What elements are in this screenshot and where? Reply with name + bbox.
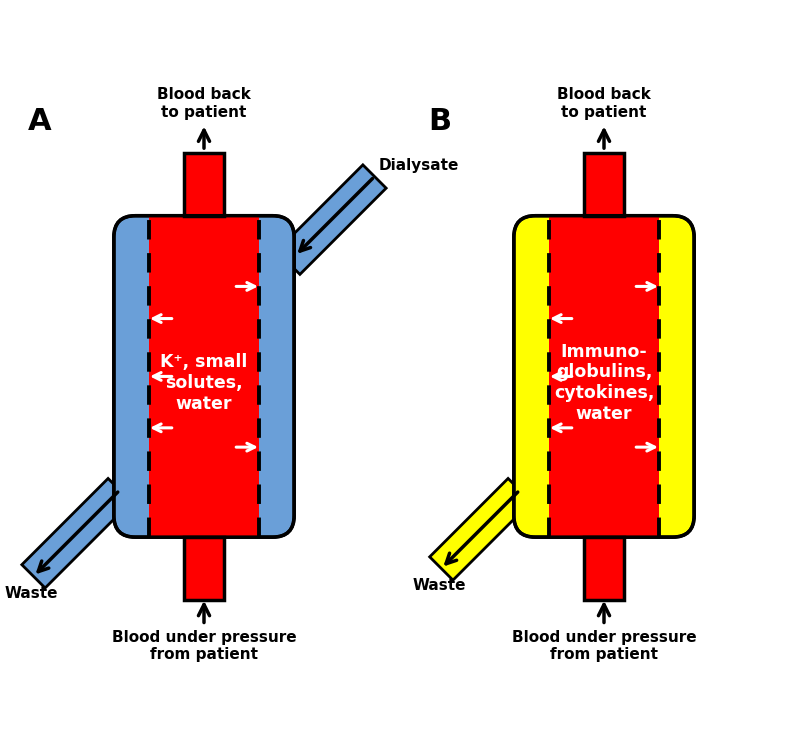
Text: K⁺, small
solutes,
water: K⁺, small solutes, water: [160, 353, 248, 413]
Text: B: B: [428, 107, 451, 136]
Bar: [584, 153, 624, 216]
Bar: [184, 153, 224, 216]
Text: Waste: Waste: [5, 586, 58, 601]
Text: Blood under pressure
from patient: Blood under pressure from patient: [512, 630, 696, 662]
Bar: [584, 537, 624, 600]
Text: Blood back
to patient: Blood back to patient: [157, 87, 251, 120]
Polygon shape: [277, 165, 386, 274]
Text: Blood under pressure
from patient: Blood under pressure from patient: [112, 630, 296, 662]
Text: A: A: [27, 107, 51, 136]
Polygon shape: [430, 478, 531, 580]
Bar: [549, 216, 659, 537]
Text: Blood back
to patient: Blood back to patient: [557, 87, 651, 120]
FancyBboxPatch shape: [514, 216, 694, 537]
Bar: [184, 537, 224, 600]
Text: Waste: Waste: [413, 578, 466, 593]
Text: Immuno-
globulins,
cytokines,
water: Immuno- globulins, cytokines, water: [554, 343, 654, 423]
Polygon shape: [22, 478, 131, 588]
Bar: [149, 216, 259, 537]
FancyBboxPatch shape: [114, 216, 294, 537]
Text: Dialysate: Dialysate: [378, 158, 459, 173]
